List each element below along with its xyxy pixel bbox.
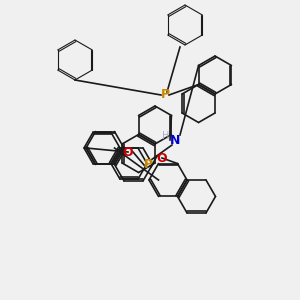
Text: P: P xyxy=(160,88,169,101)
Text: N: N xyxy=(170,134,180,146)
Text: O: O xyxy=(157,152,167,164)
Text: H: H xyxy=(162,131,170,141)
Text: O: O xyxy=(123,146,133,158)
Text: P: P xyxy=(143,158,153,172)
